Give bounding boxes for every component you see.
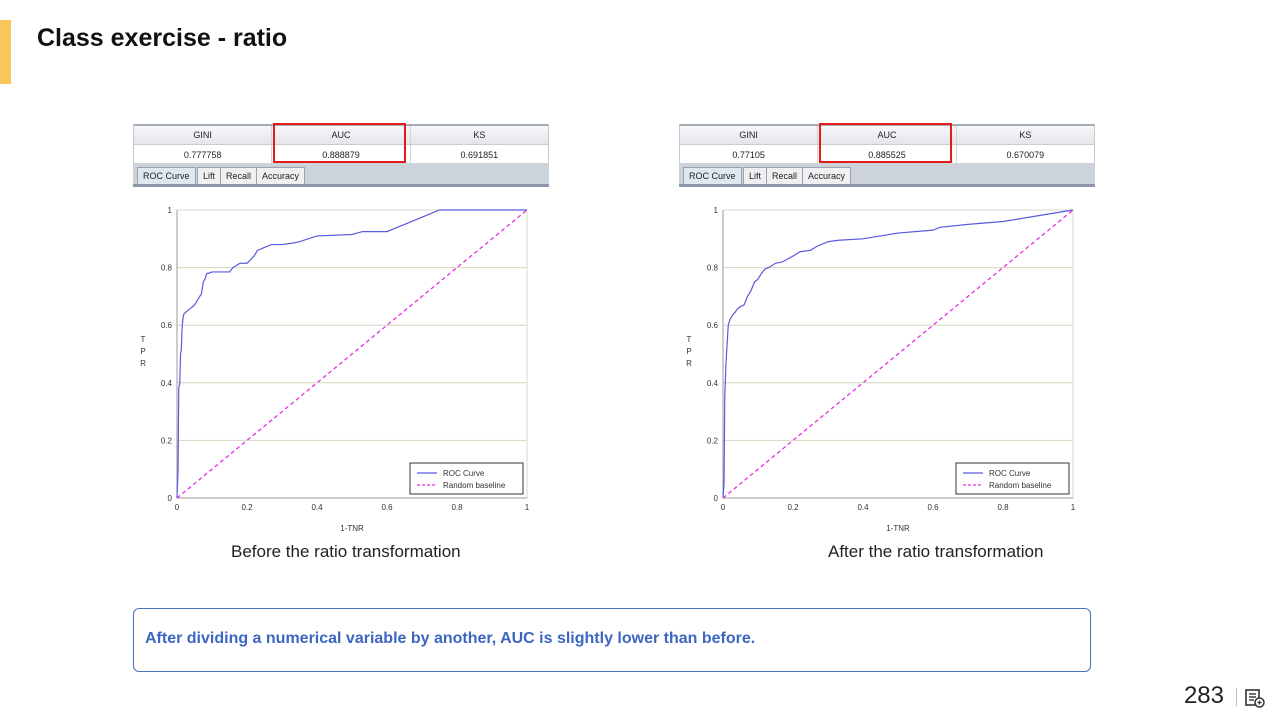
y-tick-label: 0.8 <box>707 264 719 273</box>
conclusion-note-text: After dividing a numerical variable by a… <box>145 630 756 647</box>
metrics-header-row: GINI AUC KS <box>134 126 548 145</box>
caption-after: After the ratio transformation <box>828 542 1044 561</box>
legend-label-roc: ROC Curve <box>989 469 1031 478</box>
metrics-value-row: 0.777758 0.888879 0.691851 <box>134 145 548 164</box>
x-tick-label: 1 <box>525 503 530 512</box>
y-tick-label: 0.6 <box>707 321 719 330</box>
chart-tabs: ROC Curve Lift Recall Accuracy <box>133 163 549 187</box>
y-tick-label: 0.2 <box>161 436 173 445</box>
legend-label-roc: ROC Curve <box>443 469 485 478</box>
caption-before: Before the ratio transformation <box>231 542 461 561</box>
y-tick-label: 0.8 <box>161 264 173 273</box>
x-tick-label: 1 <box>1071 503 1076 512</box>
metrics-value-gini: 0.777758 <box>134 145 273 164</box>
y-tick-label: 1 <box>168 206 173 215</box>
page-separator <box>1236 688 1237 706</box>
metrics-header-ks: KS <box>1019 130 1032 140</box>
legend-label-baseline: Random baseline <box>443 481 506 490</box>
auc-highlight-box <box>819 123 952 163</box>
y-tick-label: 0.4 <box>707 379 719 388</box>
metrics-header-ks: KS <box>473 130 486 140</box>
series-random-baseline <box>176 209 528 499</box>
roc-chart-after: 0 0.2 0.4 0.6 0.8 1 0 0.2 0.4 0.6 0.8 1 1-TNR T P R ROC … <box>686 206 1076 533</box>
x-tick-label: 0.2 <box>241 503 253 512</box>
series-roc-curve <box>176 209 527 499</box>
y-tick-label: 0.4 <box>161 379 173 388</box>
metrics-header-auc: AUC <box>272 126 411 144</box>
y-tick-label: 0 <box>168 494 173 503</box>
metrics-table: GINI AUC KS 0.77105 0.885525 0.670079 <box>679 124 1095 164</box>
slide-title: Class exercise - ratio <box>37 24 288 52</box>
tab-recall[interactable]: Recall <box>220 167 258 184</box>
roc-panel-after: GINI AUC KS 0.77105 0.885525 0.670079 RO… <box>679 123 1095 533</box>
metrics-value-ks: 0.691851 <box>460 149 499 160</box>
y-tick-label: 0 <box>714 494 719 503</box>
auc-highlight-box <box>273 123 406 163</box>
x-tick-label: 0.2 <box>787 503 799 512</box>
x-tick-label: 0.6 <box>381 503 393 512</box>
y-tick-label: 1 <box>714 206 719 215</box>
metrics-header-gini: GINI <box>680 126 819 144</box>
metrics-value-auc: 0.885525 <box>818 145 957 164</box>
x-tick-label: 0 <box>175 503 180 512</box>
legend-box <box>409 462 524 495</box>
metrics-value-row: 0.77105 0.885525 0.670079 <box>680 145 1094 164</box>
tab-roc-curve[interactable]: ROC Curve <box>683 167 742 184</box>
title-accent-bar <box>0 20 11 84</box>
legend-label-baseline: Random baseline <box>989 481 1052 490</box>
metrics-header-row: GINI AUC KS <box>680 126 1094 145</box>
x-axis-label: 1-TNR <box>886 524 910 533</box>
tab-lift[interactable]: Lift <box>197 167 222 184</box>
tab-recall[interactable]: Recall <box>766 167 804 184</box>
y-tick-label: 0.6 <box>161 321 173 330</box>
roc-chart-before: 0 0.2 0.4 0.6 0.8 1 0 0.2 0.4 0.6 0.8 1 1-TNR T P R ROC … <box>140 206 530 533</box>
x-tick-label: 0.4 <box>857 503 869 512</box>
metrics-table: GINI AUC KS 0.777758 0.888879 0.691851 <box>133 124 549 164</box>
metrics-value-auc: 0.888879 <box>272 145 411 164</box>
chart-tabs: ROC Curve Lift Recall Accuracy <box>679 163 1095 187</box>
x-tick-label: 0.4 <box>311 503 323 512</box>
y-tick-label: 0.2 <box>707 436 719 445</box>
page-number: 283 <box>1183 682 1224 709</box>
tab-roc-curve[interactable]: ROC Curve <box>137 167 196 184</box>
tab-accuracy[interactable]: Accuracy <box>256 167 306 184</box>
series-random-baseline <box>722 209 1074 499</box>
metrics-header-gini: GINI <box>134 126 273 144</box>
x-tick-label: 0.8 <box>451 503 463 512</box>
conclusion-note-box: After dividing a numerical variable by a… <box>133 608 1091 672</box>
notes-icon[interactable] <box>1244 687 1266 709</box>
tab-accuracy[interactable]: Accuracy <box>802 167 852 184</box>
x-axis-label: 1-TNR <box>340 524 364 533</box>
x-tick-label: 0.8 <box>997 503 1009 512</box>
x-tick-label: 0 <box>721 503 726 512</box>
series-roc-curve <box>722 209 1074 499</box>
x-tick-label: 0.6 <box>927 503 939 512</box>
legend-box <box>955 462 1070 495</box>
metrics-value-gini: 0.77105 <box>680 145 819 164</box>
metrics-header-auc: AUC <box>818 126 957 144</box>
roc-panel-before: GINI AUC KS 0.777758 0.888879 0.691851 R… <box>133 123 549 533</box>
tab-lift[interactable]: Lift <box>743 167 768 184</box>
metrics-value-ks: 0.670079 <box>1006 149 1045 160</box>
